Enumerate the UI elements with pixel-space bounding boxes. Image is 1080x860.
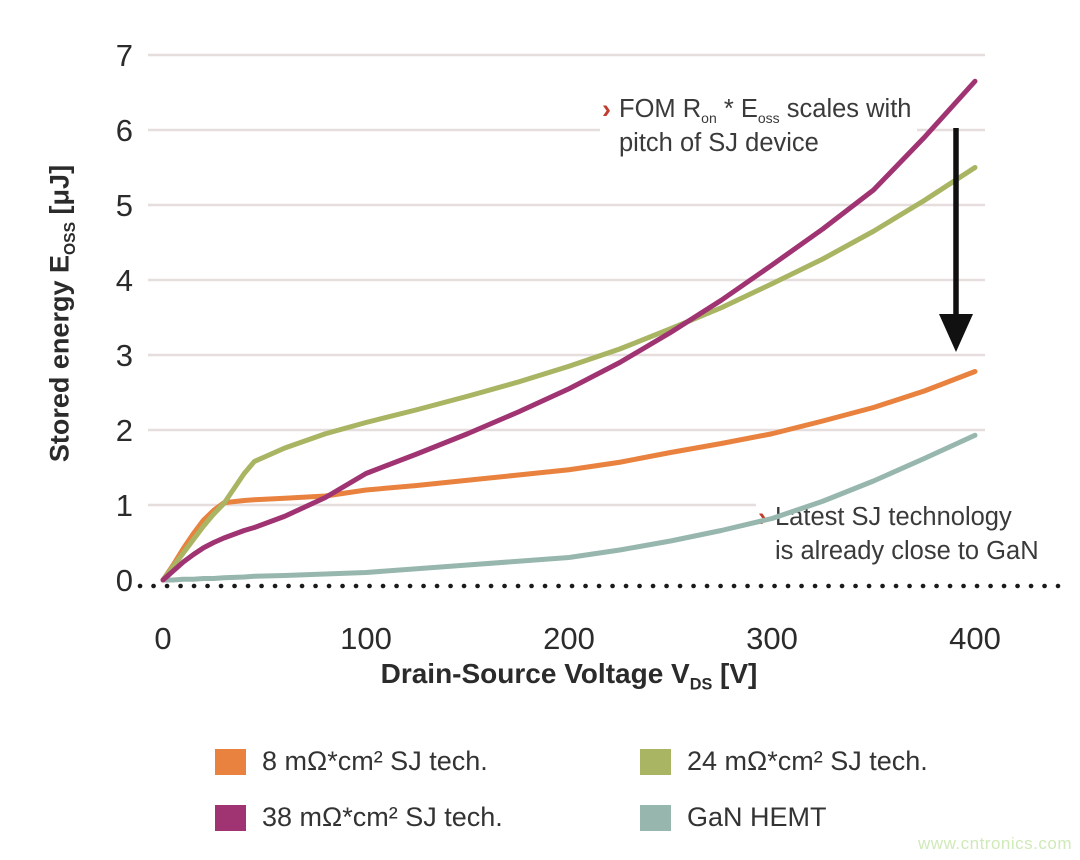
legend-label: 8 mΩ*cm² SJ tech. xyxy=(262,746,488,776)
annotation-gan-line2: is already close to GaN xyxy=(775,537,1039,565)
legend-label: GaN HEMT xyxy=(687,802,827,832)
legend-swatch-gan xyxy=(640,804,671,831)
y-tick-label: 0 xyxy=(116,563,133,598)
legend-swatch-8mohm xyxy=(215,748,246,775)
annotation-fom-line1: FOM Ron * Eoss scales with xyxy=(619,95,912,127)
x-tick-label: 300 xyxy=(746,621,798,656)
legend-item: 38 mΩ*cm² SJ tech. xyxy=(215,802,640,833)
x-tick-label: 200 xyxy=(543,621,595,656)
x-axis-title: Drain-Source Voltage VDS [V] xyxy=(380,658,758,694)
legend-swatch-38mohm xyxy=(215,804,246,831)
legend: 8 mΩ*cm² SJ tech. 24 mΩ*cm² SJ tech. 38 … xyxy=(215,746,928,833)
y-tick-label: 7 xyxy=(116,38,133,73)
annotation-fom: › FOM Ron * Eoss scales with pitch of SJ… xyxy=(600,90,918,164)
x-tick-label: 100 xyxy=(340,621,392,656)
y-tick-label: 5 xyxy=(116,188,133,223)
x-tick-label: 400 xyxy=(949,621,1001,656)
legend-label: 24 mΩ*cm² SJ tech. xyxy=(687,746,928,776)
y-tick-label: 3 xyxy=(116,338,133,373)
y-tick-label: 6 xyxy=(116,113,133,148)
legend-item: GaN HEMT xyxy=(640,802,928,833)
legend-label: 38 mΩ*cm² SJ tech. xyxy=(262,802,503,832)
legend-item: 8 mΩ*cm² SJ tech. xyxy=(215,746,640,777)
y-tick-label: 1 xyxy=(116,488,133,523)
y-tick-label: 2 xyxy=(116,413,133,448)
annotation-gan-line1: Latest SJ technology xyxy=(775,503,1012,531)
y-tick-label: 4 xyxy=(116,263,133,298)
watermark: www.cntronics.com xyxy=(918,834,1072,853)
x-tick-label: 0 xyxy=(154,621,171,656)
annotation-fom-line2: pitch of SJ device xyxy=(619,129,819,157)
y-axis-title: Stored energy EOSS [μJ] xyxy=(44,164,79,463)
legend-swatch-24mohm xyxy=(640,748,671,775)
chevron-right-icon: › xyxy=(758,502,767,532)
chevron-right-icon: › xyxy=(602,94,611,124)
annotation-gan: › Latest SJ technology is already close … xyxy=(756,498,1045,572)
legend-item: 24 mΩ*cm² SJ tech. xyxy=(640,746,928,777)
